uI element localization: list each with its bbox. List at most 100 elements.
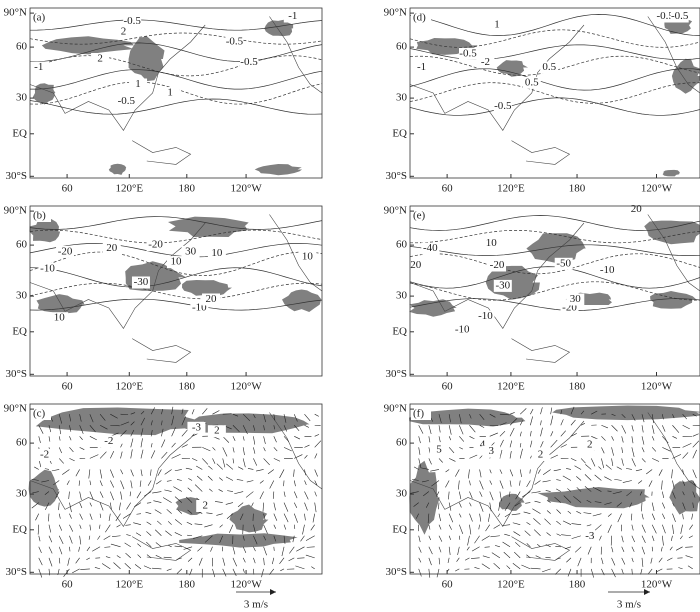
wind-vector bbox=[502, 541, 511, 548]
wind-vector bbox=[193, 535, 203, 539]
wind-vector bbox=[459, 513, 462, 518]
wind-vector bbox=[478, 524, 480, 530]
wind-vector bbox=[210, 546, 213, 552]
contour-line bbox=[409, 298, 700, 311]
wind-vector bbox=[129, 491, 132, 497]
wind-vector bbox=[171, 406, 174, 415]
wind-vector bbox=[692, 469, 697, 479]
wind-vector bbox=[167, 544, 172, 548]
y-tick-label: 90°N bbox=[384, 403, 407, 415]
wind-vector bbox=[119, 502, 121, 511]
contour-label: -3 bbox=[585, 530, 595, 542]
y-tick-label: 30°S bbox=[385, 368, 407, 380]
wind-vector bbox=[133, 522, 142, 525]
y-tick-label: 60 bbox=[16, 41, 28, 53]
wind-vector bbox=[146, 541, 152, 548]
wind-vector bbox=[631, 535, 635, 543]
wind-vector bbox=[177, 509, 183, 514]
wind-vector bbox=[574, 546, 582, 553]
wind-vector bbox=[126, 502, 131, 510]
wind-vector bbox=[540, 441, 544, 448]
wind-vector bbox=[418, 568, 422, 577]
y-tick-label: 90°N bbox=[4, 7, 27, 19]
wind-vector bbox=[216, 513, 223, 516]
contour-label: -20 bbox=[490, 259, 505, 271]
coastline bbox=[132, 536, 192, 561]
wind-vector bbox=[69, 535, 73, 544]
wind-vector bbox=[682, 424, 690, 430]
wind-vector bbox=[302, 524, 305, 535]
wind-vector bbox=[556, 488, 561, 492]
shaded-region bbox=[179, 533, 298, 548]
wind-vector bbox=[489, 491, 494, 501]
label-background bbox=[406, 259, 425, 272]
wind-vector bbox=[63, 568, 70, 577]
wind-vector bbox=[584, 486, 592, 492]
wind-vector bbox=[651, 425, 655, 434]
wind-vector bbox=[174, 519, 183, 525]
contour-label: -50 bbox=[556, 257, 571, 269]
wind-vector bbox=[576, 476, 582, 481]
contour-label: 2 bbox=[587, 438, 593, 450]
wind-vector bbox=[592, 513, 602, 517]
wind-vector bbox=[524, 530, 531, 536]
wind-vector bbox=[273, 535, 277, 542]
wind-vector bbox=[99, 469, 103, 479]
contour-line bbox=[29, 55, 323, 77]
wind-vector bbox=[621, 413, 626, 418]
wind-vector bbox=[204, 524, 213, 528]
wind-vector bbox=[146, 521, 152, 525]
wind-vector bbox=[219, 535, 223, 543]
wind-vector bbox=[253, 557, 256, 564]
x-tick-label: 120°W bbox=[230, 381, 262, 393]
wind-vector bbox=[550, 431, 554, 437]
label-background bbox=[225, 36, 244, 48]
map-panel: 5 43 2 2 -3 (f) 90°N 60 30 EQ 30°S 60 120°E 180 120°W bbox=[384, 403, 700, 591]
wind-vector bbox=[672, 425, 680, 433]
wind-vector bbox=[48, 425, 52, 433]
wind-vector bbox=[176, 557, 182, 560]
y-tick-label: 30 bbox=[16, 290, 28, 302]
y-tick-label: 30 bbox=[396, 92, 408, 104]
wind-vector bbox=[120, 491, 123, 500]
wind-vector bbox=[79, 524, 82, 529]
wind-vector bbox=[445, 480, 450, 488]
wind-vector bbox=[464, 557, 470, 561]
wind-vector bbox=[546, 510, 551, 514]
wind-vector bbox=[412, 478, 419, 481]
wind-vector bbox=[253, 546, 256, 552]
wind-vector bbox=[459, 447, 464, 450]
wind-vector bbox=[448, 524, 452, 530]
wind-vector bbox=[166, 509, 172, 514]
wind-vector bbox=[222, 447, 228, 457]
wind-vector bbox=[34, 466, 39, 470]
wind-vector bbox=[273, 414, 276, 421]
wind-vector bbox=[672, 502, 675, 507]
wind-vector bbox=[273, 513, 278, 521]
wind-vector bbox=[120, 421, 130, 426]
wind-vector bbox=[237, 502, 244, 508]
wind-vector bbox=[48, 546, 53, 554]
wind-vector bbox=[126, 534, 131, 537]
wind-vector bbox=[655, 568, 663, 573]
wind-vector bbox=[526, 554, 531, 559]
wind-vector bbox=[89, 414, 94, 423]
wind-vector bbox=[641, 513, 644, 520]
x-tick-label: 120°E bbox=[497, 183, 525, 195]
wind-vector bbox=[525, 502, 531, 504]
wind-vector bbox=[530, 430, 532, 437]
x-tick-label: 120°E bbox=[497, 579, 525, 591]
wind-vector bbox=[194, 523, 203, 525]
wind-vector bbox=[631, 414, 636, 421]
contour-line bbox=[409, 253, 700, 275]
wind-vector bbox=[482, 555, 490, 559]
wind-vector bbox=[418, 546, 422, 553]
wind-vector bbox=[259, 480, 264, 484]
contour-label: 20 bbox=[106, 242, 118, 254]
x-tick-label: 60 bbox=[62, 381, 74, 393]
wind-vector bbox=[448, 414, 451, 423]
wind-vector bbox=[187, 534, 193, 537]
wind-vector bbox=[219, 524, 223, 528]
shaded-region bbox=[168, 216, 249, 237]
wind-vector bbox=[69, 513, 72, 519]
